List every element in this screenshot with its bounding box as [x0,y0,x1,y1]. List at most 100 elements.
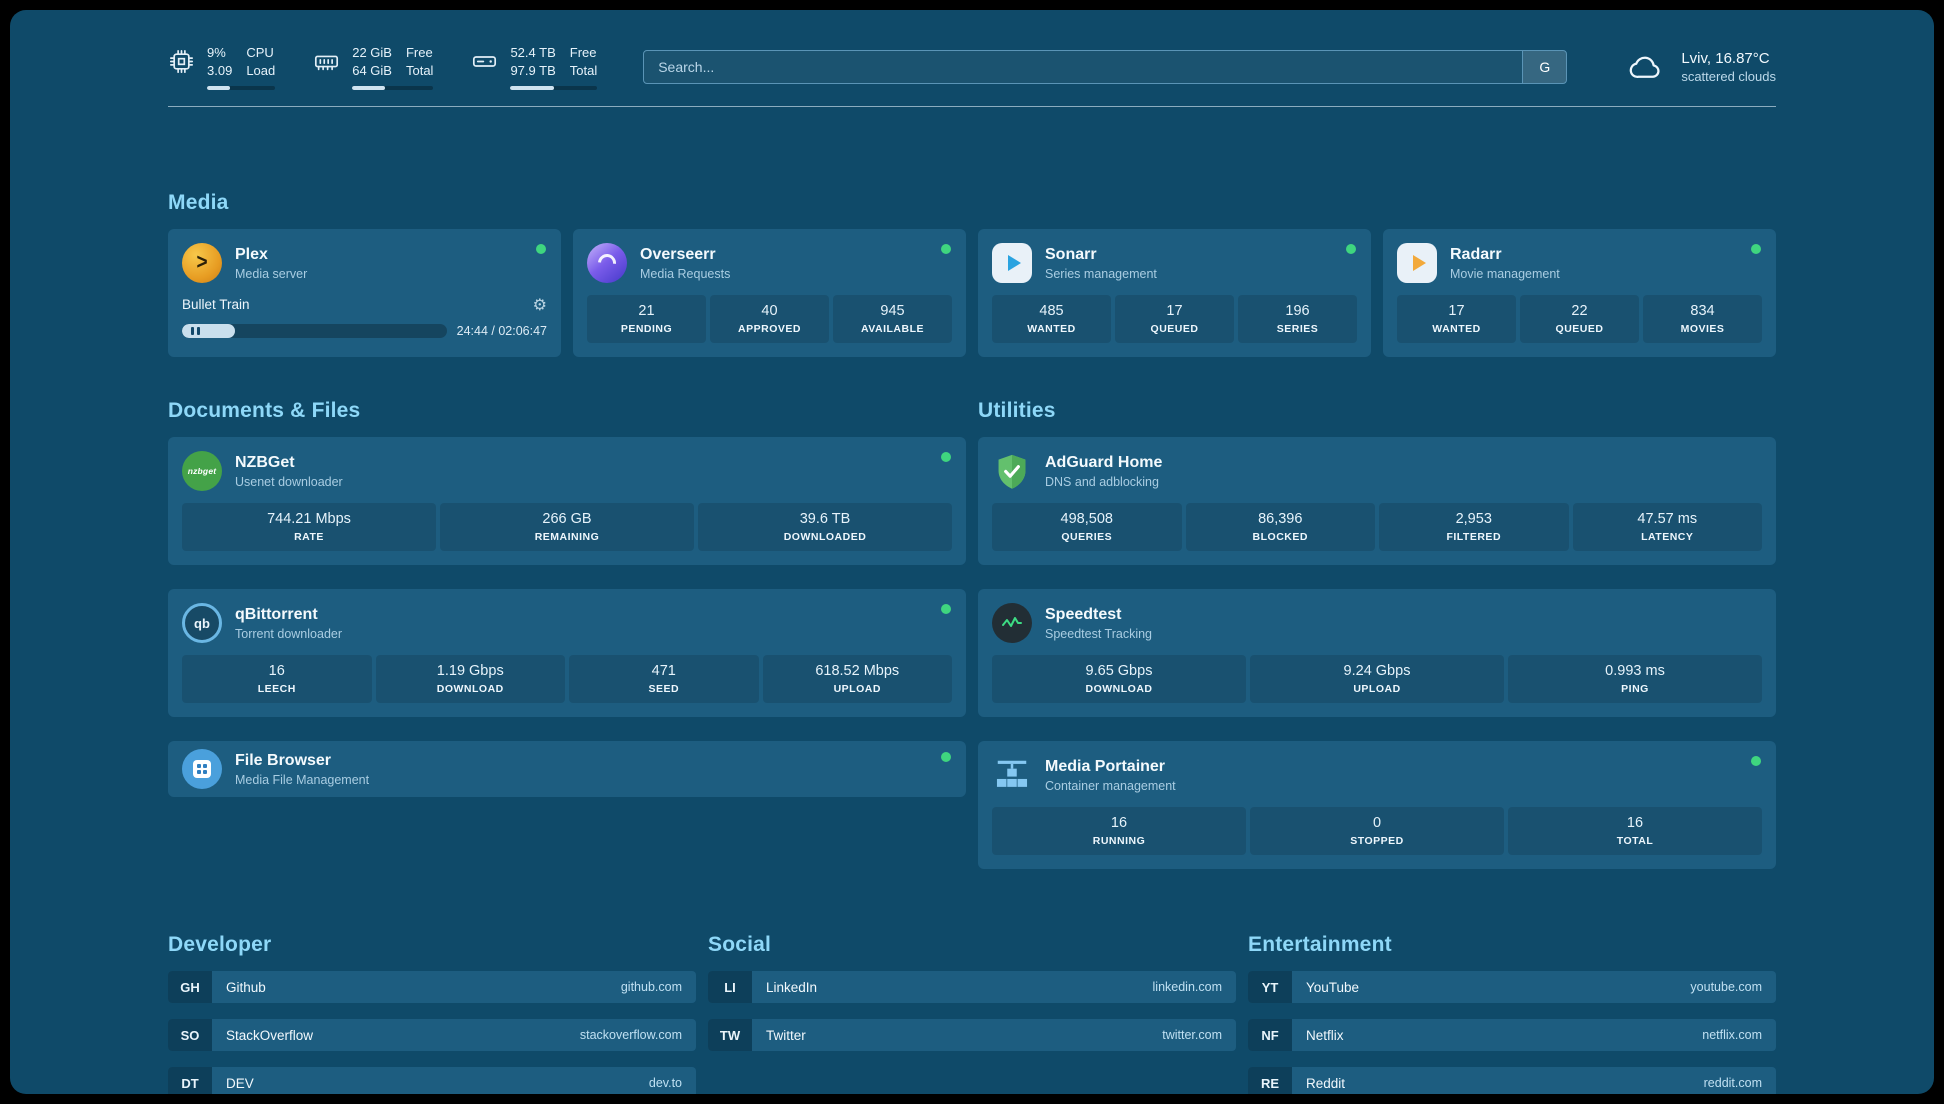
storage-icon [471,48,498,75]
app-desc: Media server [235,266,308,281]
app-card-filebrowser[interactable]: File Browser Media File Management [168,741,966,798]
header: 9% 3.09 CPU Load [168,10,1776,91]
app-desc: Media File Management [235,772,370,787]
link-domain: linkedin.com [1152,980,1222,995]
cpu-progress-fill [207,86,230,91]
link-name: Reddit [1306,1075,1346,1091]
link-domain: netflix.com [1702,1028,1762,1043]
stat-value: 485 [1039,303,1064,320]
stat-value: 834 [1690,303,1715,320]
link-row-stackoverflow[interactable]: SO StackOverflow stackoverflow.com [168,1019,696,1052]
stat-label: QUEUED [1150,323,1199,336]
app-name: Speedtest [1045,605,1122,623]
search-input[interactable] [644,51,1523,84]
stat-value: 86,396 [1258,511,1303,528]
adguard-icon [992,451,1032,491]
app-desc: Torrent downloader [235,626,343,641]
stat-tile: 744.21 Mbps RATE [182,503,436,552]
documents-column: Documents & Files nzbget NZBGet Usenet d… [168,399,966,798]
search-engine-button[interactable]: G [1522,51,1567,84]
link-row-github[interactable]: GH Github github.com [168,971,696,1004]
storage-widget: 52.4 TB 97.9 TB Free Total [471,44,598,91]
stat-tile: 945 AVAILABLE [833,295,952,344]
portainer-icon [992,755,1032,795]
link-abbr: YT [1248,971,1292,1004]
app-card-plex[interactable]: > Plex Media server Bullet Train ⚙ 24:44 [168,229,561,358]
cpu-load-value: 3.09 [207,63,233,79]
pause-button[interactable] [191,327,200,336]
stat-tile: 47.57 ms LATENCY [1572,503,1762,552]
link-name: DEV [226,1075,254,1091]
link-abbr: SO [168,1019,212,1052]
weather-location: Lviv, 16.87°C [1681,50,1770,68]
app-card-portainer[interactable]: Media Portainer Container management 16 … [978,741,1776,870]
overseerr-icon [587,243,627,284]
stat-tile: 0.993 ms PING [1508,655,1762,704]
link-abbr: LI [708,971,752,1004]
stat-label: PING [1621,683,1649,696]
app-desc: Speedtest Tracking [1045,626,1153,641]
memory-total-label: Total [405,63,434,79]
stat-label: WANTED [1432,323,1481,336]
app-desc: Container management [1045,778,1176,793]
link-row-dev[interactable]: DT DEV dev.to [168,1067,696,1094]
link-row-linkedin[interactable]: LI LinkedIn linkedin.com [708,971,1236,1004]
app-card-qbittorrent[interactable]: qb qBittorrent Torrent downloader 16 LEE… [168,589,966,718]
stat-tile: 16 LEECH [182,655,372,704]
memory-widget: 22 GiB 64 GiB Free Total [313,44,434,91]
stat-value: 16 [268,663,285,680]
app-card-radarr[interactable]: Radarr Movie management 17 WANTED 22 QUE… [1383,229,1776,358]
link-name: Twitter [766,1027,806,1043]
link-name: LinkedIn [766,979,818,995]
cpu-widget: 9% 3.09 CPU Load [168,44,276,91]
stat-label: UPLOAD [1353,683,1401,696]
cpu-label: CPU [246,45,274,60]
stat-value: 498,508 [1060,511,1113,528]
link-row-reddit[interactable]: RE Reddit reddit.com [1248,1067,1776,1094]
stat-tile: 618.52 Mbps UPLOAD [762,655,952,704]
stat-value: 618.52 Mbps [815,663,900,680]
app-desc: Movie management [1450,266,1560,281]
weather-condition: scattered clouds [1681,69,1776,85]
stat-label: RATE [294,531,324,544]
app-card-overseerr[interactable]: Overseerr Media Requests 21 PENDING 40 A… [573,229,966,358]
storage-progress-fill [510,86,554,91]
stat-label: QUERIES [1061,531,1113,544]
app-name: NZBGet [235,453,295,471]
stat-value: 1.19 Gbps [436,663,504,680]
stat-value: 0.993 ms [1605,663,1665,680]
app-card-sonarr[interactable]: Sonarr Series management 485 WANTED 17 Q… [978,229,1371,358]
app-card-speedtest[interactable]: Speedtest Speedtest Tracking 9.65 Gbps D… [978,589,1776,718]
link-row-twitter[interactable]: TW Twitter twitter.com [708,1019,1236,1052]
stat-tile: 498,508 QUERIES [992,503,1182,552]
gear-icon[interactable]: ⚙ [532,295,547,315]
status-dot [941,604,951,615]
stat-tile: 9.65 Gbps DOWNLOAD [992,655,1246,704]
stat-tile: 834 MOVIES [1643,295,1762,344]
app-desc: Series management [1045,266,1157,281]
speedtest-icon [992,603,1032,644]
link-domain: stackoverflow.com [579,1028,682,1043]
link-row-youtube[interactable]: YT YouTube youtube.com [1248,971,1776,1004]
system-stats: 9% 3.09 CPU Load [168,44,598,91]
section-title-documents: Documents & Files [168,399,361,423]
status-dot [941,452,951,463]
link-domain: github.com [620,980,682,995]
app-card-adguard[interactable]: AdGuard Home DNS and adblocking 498,508 … [978,437,1776,566]
stat-value: 2,953 [1455,511,1492,528]
header-divider [168,106,1776,108]
link-domain: twitter.com [1162,1028,1222,1043]
storage-total-label: Total [569,63,598,79]
stat-label: UPLOAD [833,683,881,696]
app-name: Radarr [1450,245,1502,263]
app-name: Sonarr [1045,245,1097,263]
qbittorrent-icon: qb [182,603,222,644]
stat-tile: 471 SEED [569,655,759,704]
memory-total-value: 64 GiB [352,63,392,79]
radarr-icon [1397,243,1437,284]
stat-value: 9.24 Gbps [1343,663,1411,680]
app-card-nzbget[interactable]: nzbget NZBGet Usenet downloader 744.21 M… [168,437,966,566]
memory-progress-fill [352,86,385,91]
section-title-entertainment: Entertainment [1248,933,1392,957]
link-row-netflix[interactable]: NF Netflix netflix.com [1248,1019,1776,1052]
